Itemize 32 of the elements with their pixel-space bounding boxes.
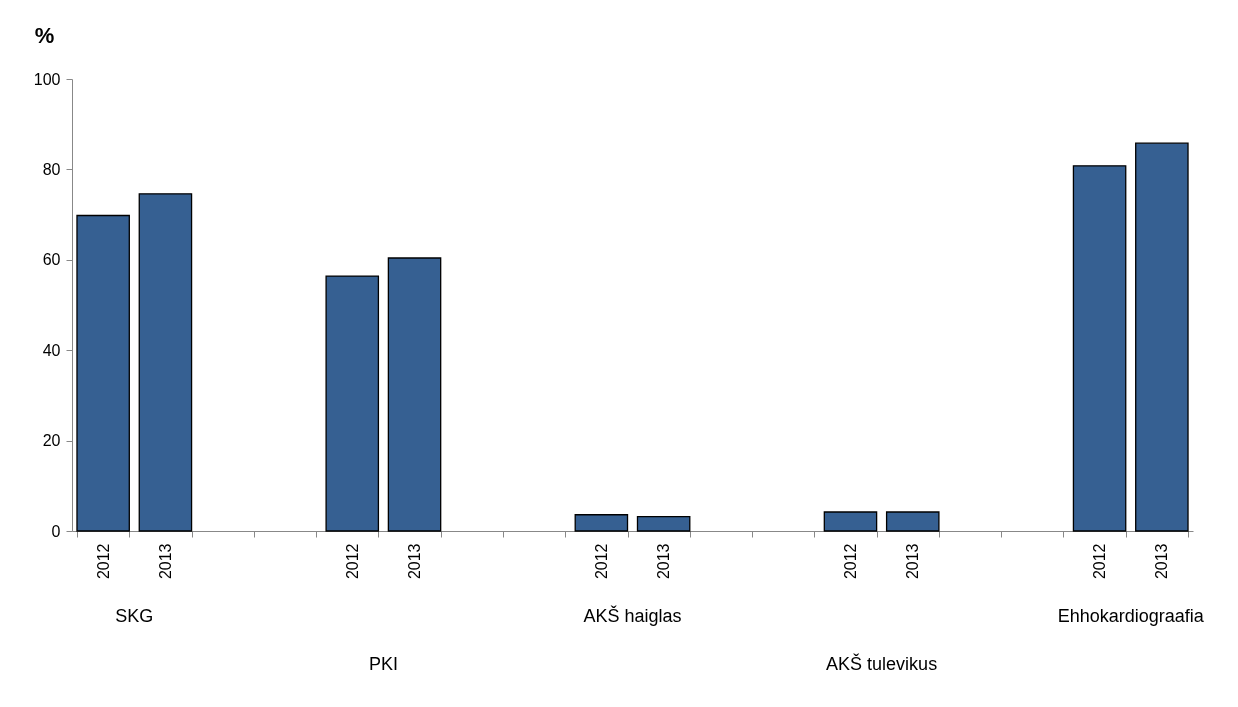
x-tick-label: 2012 <box>841 543 859 580</box>
x-tick-label: 2012 <box>1091 543 1109 580</box>
x-tick-label: 2012 <box>592 543 610 580</box>
x-tick-label: 2013 <box>904 543 922 580</box>
y-tick-label: 60 <box>42 251 61 269</box>
bar <box>387 257 442 532</box>
bar <box>574 514 629 532</box>
bar <box>1072 165 1127 532</box>
bar <box>76 214 130 532</box>
y-tick-label: 0 <box>51 522 61 540</box>
x-tick-label: 2013 <box>406 543 424 580</box>
x-tick-label: 2012 <box>94 543 112 580</box>
bar <box>325 275 380 532</box>
bar <box>823 511 878 532</box>
x-tick-label: 2013 <box>156 543 174 580</box>
text: AKŠ tulevikus <box>826 653 938 674</box>
bar <box>636 515 691 532</box>
x-tick-label: 2013 <box>1153 543 1171 580</box>
x-tick-label: 2012 <box>343 543 361 580</box>
bar <box>1135 142 1189 532</box>
y-tick-label: 100 <box>33 70 61 88</box>
y-tick-label: 20 <box>42 432 61 450</box>
y-tick-label: 80 <box>42 160 61 178</box>
text: AKŠ haiglas <box>583 605 682 626</box>
x-tick-label: 2013 <box>655 543 673 580</box>
bar <box>138 193 193 532</box>
text: Ehhokardiograafia <box>1057 606 1205 626</box>
y-axis-title: % <box>34 22 55 48</box>
text: SKG <box>115 606 154 626</box>
y-tick-label: 40 <box>42 341 61 359</box>
bar <box>885 511 940 532</box>
text: PKI <box>368 654 398 674</box>
